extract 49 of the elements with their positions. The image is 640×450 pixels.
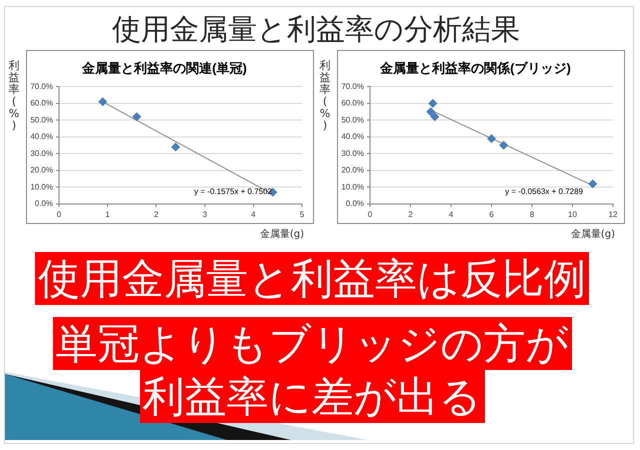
y-axis-title: 利益率(%) xyxy=(8,59,20,132)
annotation: y = -0.0563x + 0.7289 xyxy=(505,187,584,196)
x-tick-label: 10 xyxy=(568,210,578,220)
x-tick-label: 1 xyxy=(105,210,110,220)
x-tick-label: 4 xyxy=(251,210,256,220)
point xyxy=(428,98,438,108)
y-tick-label: 0.0% xyxy=(346,199,364,208)
y-tick-label: 20.0% xyxy=(30,166,53,175)
y-tick-label: 60.0% xyxy=(30,98,53,108)
point xyxy=(98,97,108,106)
text: 使用金属量と利益率は反比例 xyxy=(35,252,589,305)
y-tick-label: 30.0% xyxy=(30,148,53,158)
x-tick-label: 2 xyxy=(408,210,414,220)
y-tick-label: 20.0% xyxy=(341,166,364,175)
text: 使用金属量と利益率の分析結果 xyxy=(111,11,521,48)
chart-title: 金属量と利益率の関連(単冠) xyxy=(81,60,247,76)
x-tick-label: 8 xyxy=(530,210,535,220)
x-tick-label: 4 xyxy=(448,210,454,220)
x-tick-label: 5 xyxy=(300,210,305,220)
x-tick-label: 0 xyxy=(56,210,62,220)
point xyxy=(487,134,496,144)
y-tick-label: 50.0% xyxy=(30,115,53,124)
x-axis-title: 金属量(g) xyxy=(570,228,615,242)
x-tick-label: 12 xyxy=(608,210,618,220)
y-tick-label: 40.0% xyxy=(30,132,53,142)
point xyxy=(499,140,508,150)
point xyxy=(588,179,598,188)
y-tick-label: 70.0% xyxy=(30,82,53,91)
y-tick-label: 10.0% xyxy=(30,182,53,192)
x-tick-label: 0 xyxy=(368,210,373,220)
y-tick-label: 50.0% xyxy=(341,115,364,124)
y-tick-label: 10.0% xyxy=(341,182,364,192)
point xyxy=(132,112,142,122)
y-axis-title: 利益率(%) xyxy=(319,59,331,132)
x-axis-title: 金属量(g) xyxy=(260,228,304,242)
y-tick-label: 70.0% xyxy=(341,82,364,91)
chart-title: 金属量と利益率の関係(ブリッジ) xyxy=(379,60,571,76)
y-tick-label: 30.0% xyxy=(341,148,364,158)
text: 単冠よりもブリッジの方が xyxy=(52,317,572,370)
y-tick-label: 40.0% xyxy=(341,132,364,142)
point xyxy=(171,142,180,152)
point xyxy=(426,107,436,116)
text: 利益率に差が出る xyxy=(140,370,484,423)
x-tick-label: 6 xyxy=(489,210,494,220)
y-tick-label: 60.0% xyxy=(341,98,364,108)
x-tick-label: 2 xyxy=(154,210,159,220)
y-tick-label: 0.0% xyxy=(34,199,53,208)
x-tick-label: 3 xyxy=(202,210,208,220)
point xyxy=(430,112,440,122)
